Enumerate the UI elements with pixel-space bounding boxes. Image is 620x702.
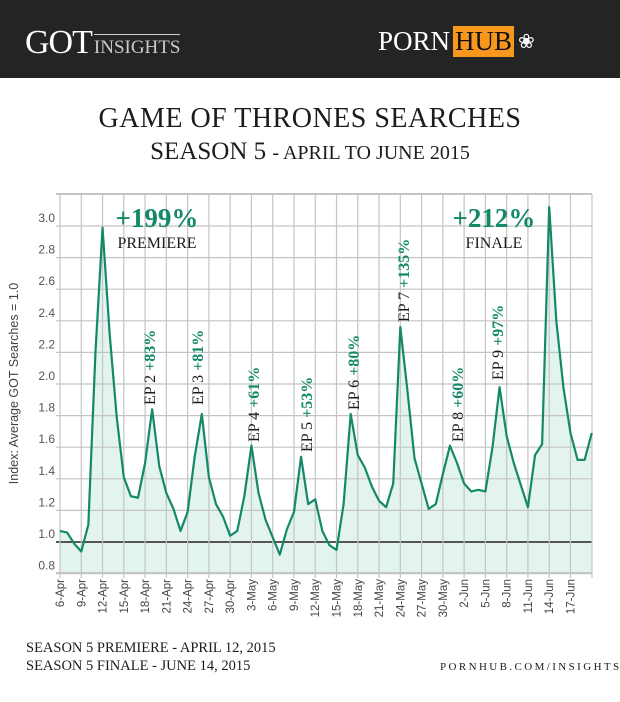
- episode-pct: +60%: [450, 367, 467, 408]
- episode-label: EP 4: [246, 408, 263, 442]
- insights-logo-text: INSIGHTS: [93, 34, 181, 58]
- logo-porn-text: PORN: [378, 26, 451, 56]
- x-tick-label: 21-May: [374, 579, 386, 618]
- x-tick-label: 24-Apr: [183, 579, 195, 614]
- episode-annotation: EP 9 +97%: [490, 305, 507, 380]
- header-bar: GOT INSIGHTS PORN HUB ❀: [0, 0, 620, 78]
- x-tick-label: 18-Apr: [140, 579, 152, 614]
- episode-annotation: EP 4 +61%: [246, 367, 263, 442]
- episode-annotation: EP 7 +135%: [396, 239, 413, 322]
- x-tick-label: 12-May: [310, 579, 322, 618]
- y-tick-label: 1.8: [38, 401, 55, 415]
- x-tick-label: 17-Jun: [565, 579, 577, 614]
- premiere-annotation-pct: +199%: [116, 203, 199, 233]
- x-tick-label: 3-May: [246, 579, 258, 611]
- pornhub-logo: PORN HUB ❀: [378, 26, 535, 57]
- episode-annotation: EP 2 +83%: [142, 330, 159, 405]
- x-tick-label: 6-Apr: [55, 579, 67, 607]
- y-axis-label: Index: Average GOT Searches = 1.0: [7, 283, 21, 484]
- episode-pct: +81%: [190, 330, 207, 371]
- series-line: [59, 205, 593, 556]
- chart-title: GAME OF THRONES SEARCHES: [98, 103, 522, 134]
- y-tick-label: 1.0: [38, 527, 55, 541]
- episode-annotation: EP 6 +80%: [346, 335, 363, 410]
- episode-pct: +83%: [142, 330, 159, 371]
- episode-label: EP 9: [490, 346, 507, 380]
- premiere-annotation-label: PREMIERE: [117, 235, 196, 252]
- x-tick-label: 11-Jun: [523, 579, 535, 613]
- x-tick-label: 27-May: [417, 579, 429, 618]
- x-tick-label: 15-May: [332, 579, 344, 618]
- x-tick-label: 8-Jun: [502, 579, 514, 608]
- episode-pct: +53%: [299, 377, 316, 418]
- x-tick-label: 6-May: [268, 579, 280, 611]
- episode-pct: +97%: [490, 305, 507, 346]
- y-tick-label: 2.4: [38, 306, 55, 320]
- finale-annotation-label: FINALE: [466, 235, 523, 252]
- x-tick-label: 15-Apr: [119, 579, 131, 614]
- x-tick-label: 2-Jun: [459, 579, 471, 608]
- finale-date-note: SEASON 5 FINALE - JUNE 14, 2015: [26, 658, 251, 674]
- got-insights-logo: GOT INSIGHTS: [25, 24, 181, 62]
- episode-annotation: EP 8 +60%: [450, 367, 467, 442]
- x-tick-label: 30-May: [438, 579, 450, 618]
- x-tick-label: 9-Apr: [76, 579, 88, 607]
- episode-label: EP 8: [450, 408, 467, 442]
- y-tick-label: 3.0: [38, 211, 55, 225]
- y-tick-label: 2.0: [38, 369, 55, 383]
- dragon-icon: ❀: [518, 31, 535, 53]
- episode-annotation: EP 3 +81%: [190, 330, 207, 405]
- y-tick-label: 2.6: [38, 274, 55, 288]
- x-tick-label: 5-Jun: [480, 579, 492, 608]
- got-logo-text: GOT: [25, 24, 93, 61]
- episode-label: EP 5: [299, 418, 316, 452]
- area-fill: [60, 207, 592, 574]
- chart-subtitle: SEASON 5 - APRIL TO JUNE 2015: [0, 138, 620, 166]
- finale-annotation-pct: +212%: [453, 203, 536, 233]
- logo-hub-text: HUB: [453, 26, 515, 57]
- premiere-date-note: SEASON 5 PREMIERE - APRIL 12, 2015: [26, 640, 276, 656]
- episode-label: EP 3: [190, 371, 207, 405]
- y-tick-label: 1.6: [38, 432, 55, 446]
- x-tick-label: 21-Apr: [161, 579, 173, 614]
- y-tick-label: 2.8: [38, 243, 55, 257]
- y-tick-label: 1.4: [38, 464, 55, 478]
- y-tick-label: 1.2: [38, 495, 55, 509]
- source-url: PORNHUB.COM/INSIGHTS: [440, 661, 620, 673]
- episode-pct: +135%: [396, 239, 413, 288]
- x-tick-label: 27-Apr: [204, 579, 216, 614]
- episode-annotation: EP 5 +53%: [299, 377, 316, 452]
- episode-pct: +80%: [346, 335, 363, 376]
- x-tick-label: 18-May: [353, 579, 365, 618]
- episode-label: EP 7: [396, 288, 413, 322]
- x-tick-label: 24-May: [395, 579, 407, 618]
- episode-label: EP 6: [346, 376, 363, 410]
- y-tick-label: 2.2: [38, 337, 55, 351]
- x-tick-label: 12-Apr: [98, 579, 110, 614]
- x-tick-label: 14-Jun: [544, 579, 556, 614]
- episode-pct: +61%: [246, 367, 263, 408]
- x-tick-label: 9-May: [289, 579, 301, 611]
- subtitle-range: - APRIL TO JUNE 2015: [272, 142, 470, 164]
- episode-label: EP 2: [142, 371, 159, 405]
- x-tick-label: 30-Apr: [225, 579, 237, 614]
- subtitle-season: SEASON 5: [150, 138, 267, 165]
- y-tick-label: 0.8: [38, 559, 55, 573]
